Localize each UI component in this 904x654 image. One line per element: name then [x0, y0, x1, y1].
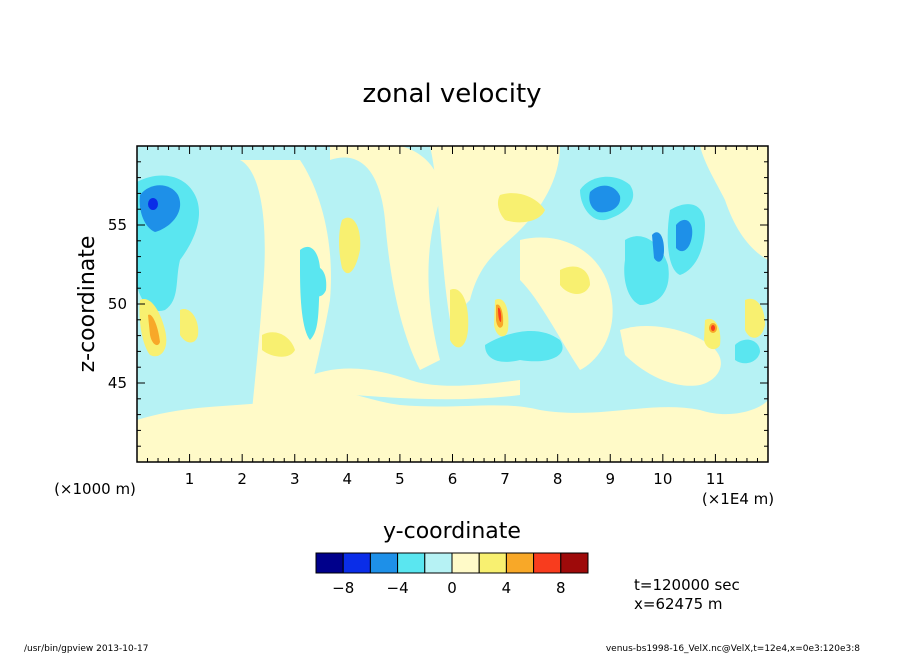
y-scale-note: (×1000 m) — [54, 480, 136, 498]
colorbar-swatch — [397, 552, 426, 574]
y-axis: 45 50 55 — [108, 145, 768, 463]
y-tick-label: 55 — [108, 216, 127, 234]
x-tick-label: 9 — [605, 470, 615, 488]
colorbar-label: 4 — [502, 579, 512, 597]
x-tick-label: 3 — [290, 470, 300, 488]
x-axis-label: y-coordinate — [383, 519, 521, 544]
contour-layer-negative-strong — [139, 185, 693, 262]
colorbar-label: −4 — [387, 579, 409, 597]
colorbar-label: 8 — [556, 579, 566, 597]
footer-right: venus-bs1998-16_VelX.nc@VelX,t=12e4,x=0e… — [606, 644, 860, 654]
plot-area — [137, 146, 768, 462]
x-tick-label: 1 — [185, 470, 195, 488]
x-tick-label: 6 — [448, 470, 458, 488]
x-tick-label: 5 — [395, 470, 405, 488]
x-axis: 1 2 3 4 5 6 7 8 9 10 11 — [136, 146, 769, 488]
x-tick-label: 4 — [343, 470, 353, 488]
y-tick-label: 45 — [108, 374, 127, 392]
colorbar-label: −8 — [332, 579, 354, 597]
x-tick-label: 10 — [653, 470, 672, 488]
contour-layer-negative-extreme — [148, 198, 158, 210]
contour-layer-positive-moderate — [139, 193, 765, 357]
colorbar-swatch — [315, 552, 344, 574]
position-annotation: x=62475 m — [634, 595, 723, 613]
footer-left: /usr/bin/gpview 2013-10-17 — [24, 644, 148, 654]
time-annotation: t=120000 sec — [634, 576, 740, 594]
y-axis-label: z-coordinate — [75, 236, 100, 373]
colorbar-swatch — [533, 552, 562, 574]
y-tick-label: 50 — [108, 295, 127, 313]
colorbar-swatch — [342, 552, 371, 574]
x-scale-note: (×1E4 m) — [702, 490, 774, 508]
x-tick-label: 11 — [706, 470, 725, 488]
colorbar-swatch — [505, 552, 535, 574]
colorbar: −8 −4 0 4 8 — [315, 552, 589, 597]
x-tick-label: 7 — [500, 470, 510, 488]
chart-title: zonal velocity — [362, 79, 541, 109]
colorbar-label: 0 — [447, 579, 457, 597]
colorbar-swatch — [424, 552, 453, 574]
contour-layer-positive-strong — [148, 304, 717, 346]
colorbar-swatch — [560, 552, 589, 574]
x-tick-label: 2 — [237, 470, 247, 488]
colorbar-swatch — [369, 552, 399, 574]
x-tick-label: 8 — [553, 470, 563, 488]
colorbar-swatch — [451, 552, 480, 574]
contour-layer-positive-weak — [137, 146, 768, 462]
colorbar-swatch — [478, 552, 507, 574]
